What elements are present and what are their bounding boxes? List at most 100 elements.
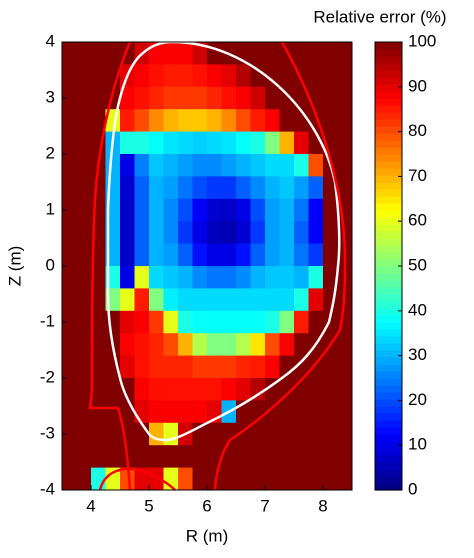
cell [62, 42, 77, 65]
colorbar-swatch [375, 343, 402, 351]
cell [149, 198, 164, 222]
cell [221, 243, 237, 267]
cell [236, 109, 251, 133]
red-contour [213, 41, 347, 491]
cell [62, 109, 77, 133]
y-tick-label: 1 [46, 199, 55, 218]
cell [120, 467, 135, 491]
cell [105, 422, 121, 446]
cell [120, 266, 135, 289]
cell [134, 378, 150, 401]
y-tick-label: 0 [46, 255, 55, 274]
cell [192, 176, 208, 200]
cell [279, 131, 295, 155]
cell [250, 378, 266, 401]
cell [265, 64, 280, 88]
x-axis-label: R (m) [186, 526, 228, 545]
cell [323, 64, 338, 88]
cell [294, 355, 309, 379]
colorbar-tick-label: 100 [408, 31, 436, 50]
cell [91, 355, 106, 379]
colorbar-swatch [375, 196, 402, 204]
cell [178, 42, 193, 65]
cell [250, 467, 266, 491]
colorbar-swatch [375, 399, 402, 407]
cell [149, 333, 164, 357]
cell [265, 445, 280, 469]
cell [279, 400, 295, 424]
cell [337, 467, 353, 491]
colorbar-swatch [375, 364, 402, 372]
cell [149, 131, 164, 155]
cell [294, 176, 309, 200]
colorbar-swatch [375, 294, 402, 302]
cell [91, 109, 106, 133]
cell [265, 198, 280, 222]
cell [192, 64, 208, 88]
cell [76, 422, 92, 446]
cell [192, 131, 208, 155]
cell [207, 266, 222, 289]
cell [178, 310, 193, 334]
colorbar-swatch [375, 112, 402, 120]
cell [207, 310, 222, 334]
colorbar-swatch [375, 70, 402, 78]
cell [250, 64, 266, 88]
cell [178, 355, 193, 379]
cell [134, 131, 150, 155]
cell [207, 422, 222, 446]
colorbar-swatch [375, 434, 402, 442]
red-contour [98, 467, 176, 491]
cell [250, 422, 266, 446]
cell [294, 198, 309, 222]
cell [265, 310, 280, 334]
cell [236, 378, 251, 401]
cell [250, 310, 266, 334]
cell [265, 131, 280, 155]
cell [207, 42, 222, 65]
cell [323, 355, 338, 379]
cell [91, 266, 106, 289]
cell [76, 64, 92, 88]
cell [163, 422, 179, 446]
cell [250, 131, 266, 155]
cell [265, 266, 280, 289]
cell [265, 422, 280, 446]
colorbar-swatch [375, 147, 402, 155]
cell [308, 64, 324, 88]
cell [308, 378, 324, 401]
cell [91, 288, 106, 312]
cell [279, 445, 295, 469]
cell [279, 64, 295, 88]
colorbar-swatch [375, 427, 402, 435]
cell [294, 86, 309, 110]
colorbar-swatch [375, 49, 402, 57]
y-tick-label: -4 [40, 479, 55, 498]
colorbar-swatch [375, 210, 402, 218]
colorbar-swatch [375, 483, 402, 491]
cell [250, 355, 266, 379]
cell [323, 445, 338, 469]
cell [337, 109, 353, 133]
cell [308, 198, 324, 222]
cell [120, 176, 135, 200]
colorbar-swatch [375, 168, 402, 176]
cell [236, 131, 251, 155]
cell [337, 86, 353, 110]
cell [279, 333, 295, 357]
cell [178, 243, 193, 267]
cell [105, 154, 121, 177]
colorbar-swatch [375, 238, 402, 246]
colorbar-swatch [375, 126, 402, 134]
red-contour [88, 41, 132, 491]
colorbar-tick-label: 70 [408, 166, 427, 185]
cell [62, 198, 77, 222]
cell [149, 266, 164, 289]
cell [149, 176, 164, 200]
colorbar-swatch [375, 357, 402, 365]
cell [236, 333, 251, 357]
cell [120, 109, 135, 133]
colorbar-swatch [375, 105, 402, 113]
cell [149, 467, 164, 491]
cell [265, 109, 280, 133]
